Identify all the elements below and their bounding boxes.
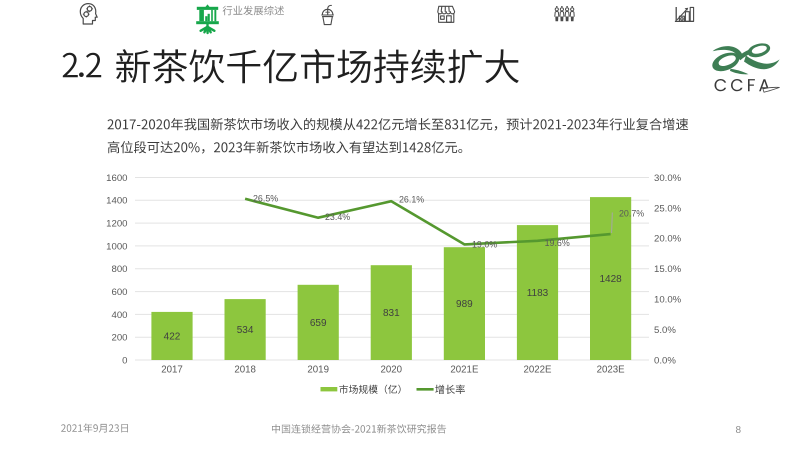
svg-text:23.4%: 23.4%	[325, 212, 350, 222]
svg-text:200: 200	[111, 333, 127, 344]
svg-text:20.7%: 20.7%	[619, 209, 644, 219]
svg-text:1000: 1000	[106, 241, 127, 252]
svg-text:30.0%: 30.0%	[654, 173, 682, 184]
svg-text:10.0%: 10.0%	[654, 295, 682, 306]
svg-text:2019: 2019	[307, 365, 329, 376]
svg-text:422: 422	[164, 331, 181, 342]
svg-text:0.0%: 0.0%	[654, 355, 676, 366]
svg-text:2021E: 2021E	[450, 365, 479, 376]
svg-text:989: 989	[456, 299, 473, 310]
svg-text:2022E: 2022E	[523, 365, 552, 376]
svg-text:19.6%: 19.6%	[545, 238, 570, 248]
svg-text:15.0%: 15.0%	[654, 264, 682, 275]
svg-text:26.5%: 26.5%	[253, 194, 278, 204]
svg-text:26.1%: 26.1%	[399, 195, 424, 205]
svg-text:8: 8	[736, 425, 742, 436]
svg-text:2017: 2017	[161, 365, 183, 376]
svg-text:25.0%: 25.0%	[654, 203, 682, 214]
svg-text:1400: 1400	[106, 196, 127, 207]
svg-text:831: 831	[383, 308, 400, 319]
svg-text:659: 659	[310, 318, 327, 329]
svg-text:5.0%: 5.0%	[654, 325, 676, 336]
svg-text:1183: 1183	[527, 288, 549, 299]
svg-text:1428: 1428	[599, 274, 622, 285]
svg-text:2023E: 2023E	[597, 365, 626, 376]
svg-text:2020: 2020	[381, 365, 403, 376]
svg-text:600: 600	[111, 287, 127, 298]
svg-text:20.0%: 20.0%	[654, 234, 682, 245]
svg-text:534: 534	[237, 325, 254, 336]
svg-text:1200: 1200	[106, 219, 127, 230]
svg-text:800: 800	[111, 264, 127, 275]
svg-text:19.0%: 19.0%	[472, 240, 497, 250]
svg-text:400: 400	[111, 310, 127, 321]
svg-text:0: 0	[122, 355, 127, 366]
svg-text:2018: 2018	[234, 365, 256, 376]
svg-text:1600: 1600	[106, 173, 127, 184]
